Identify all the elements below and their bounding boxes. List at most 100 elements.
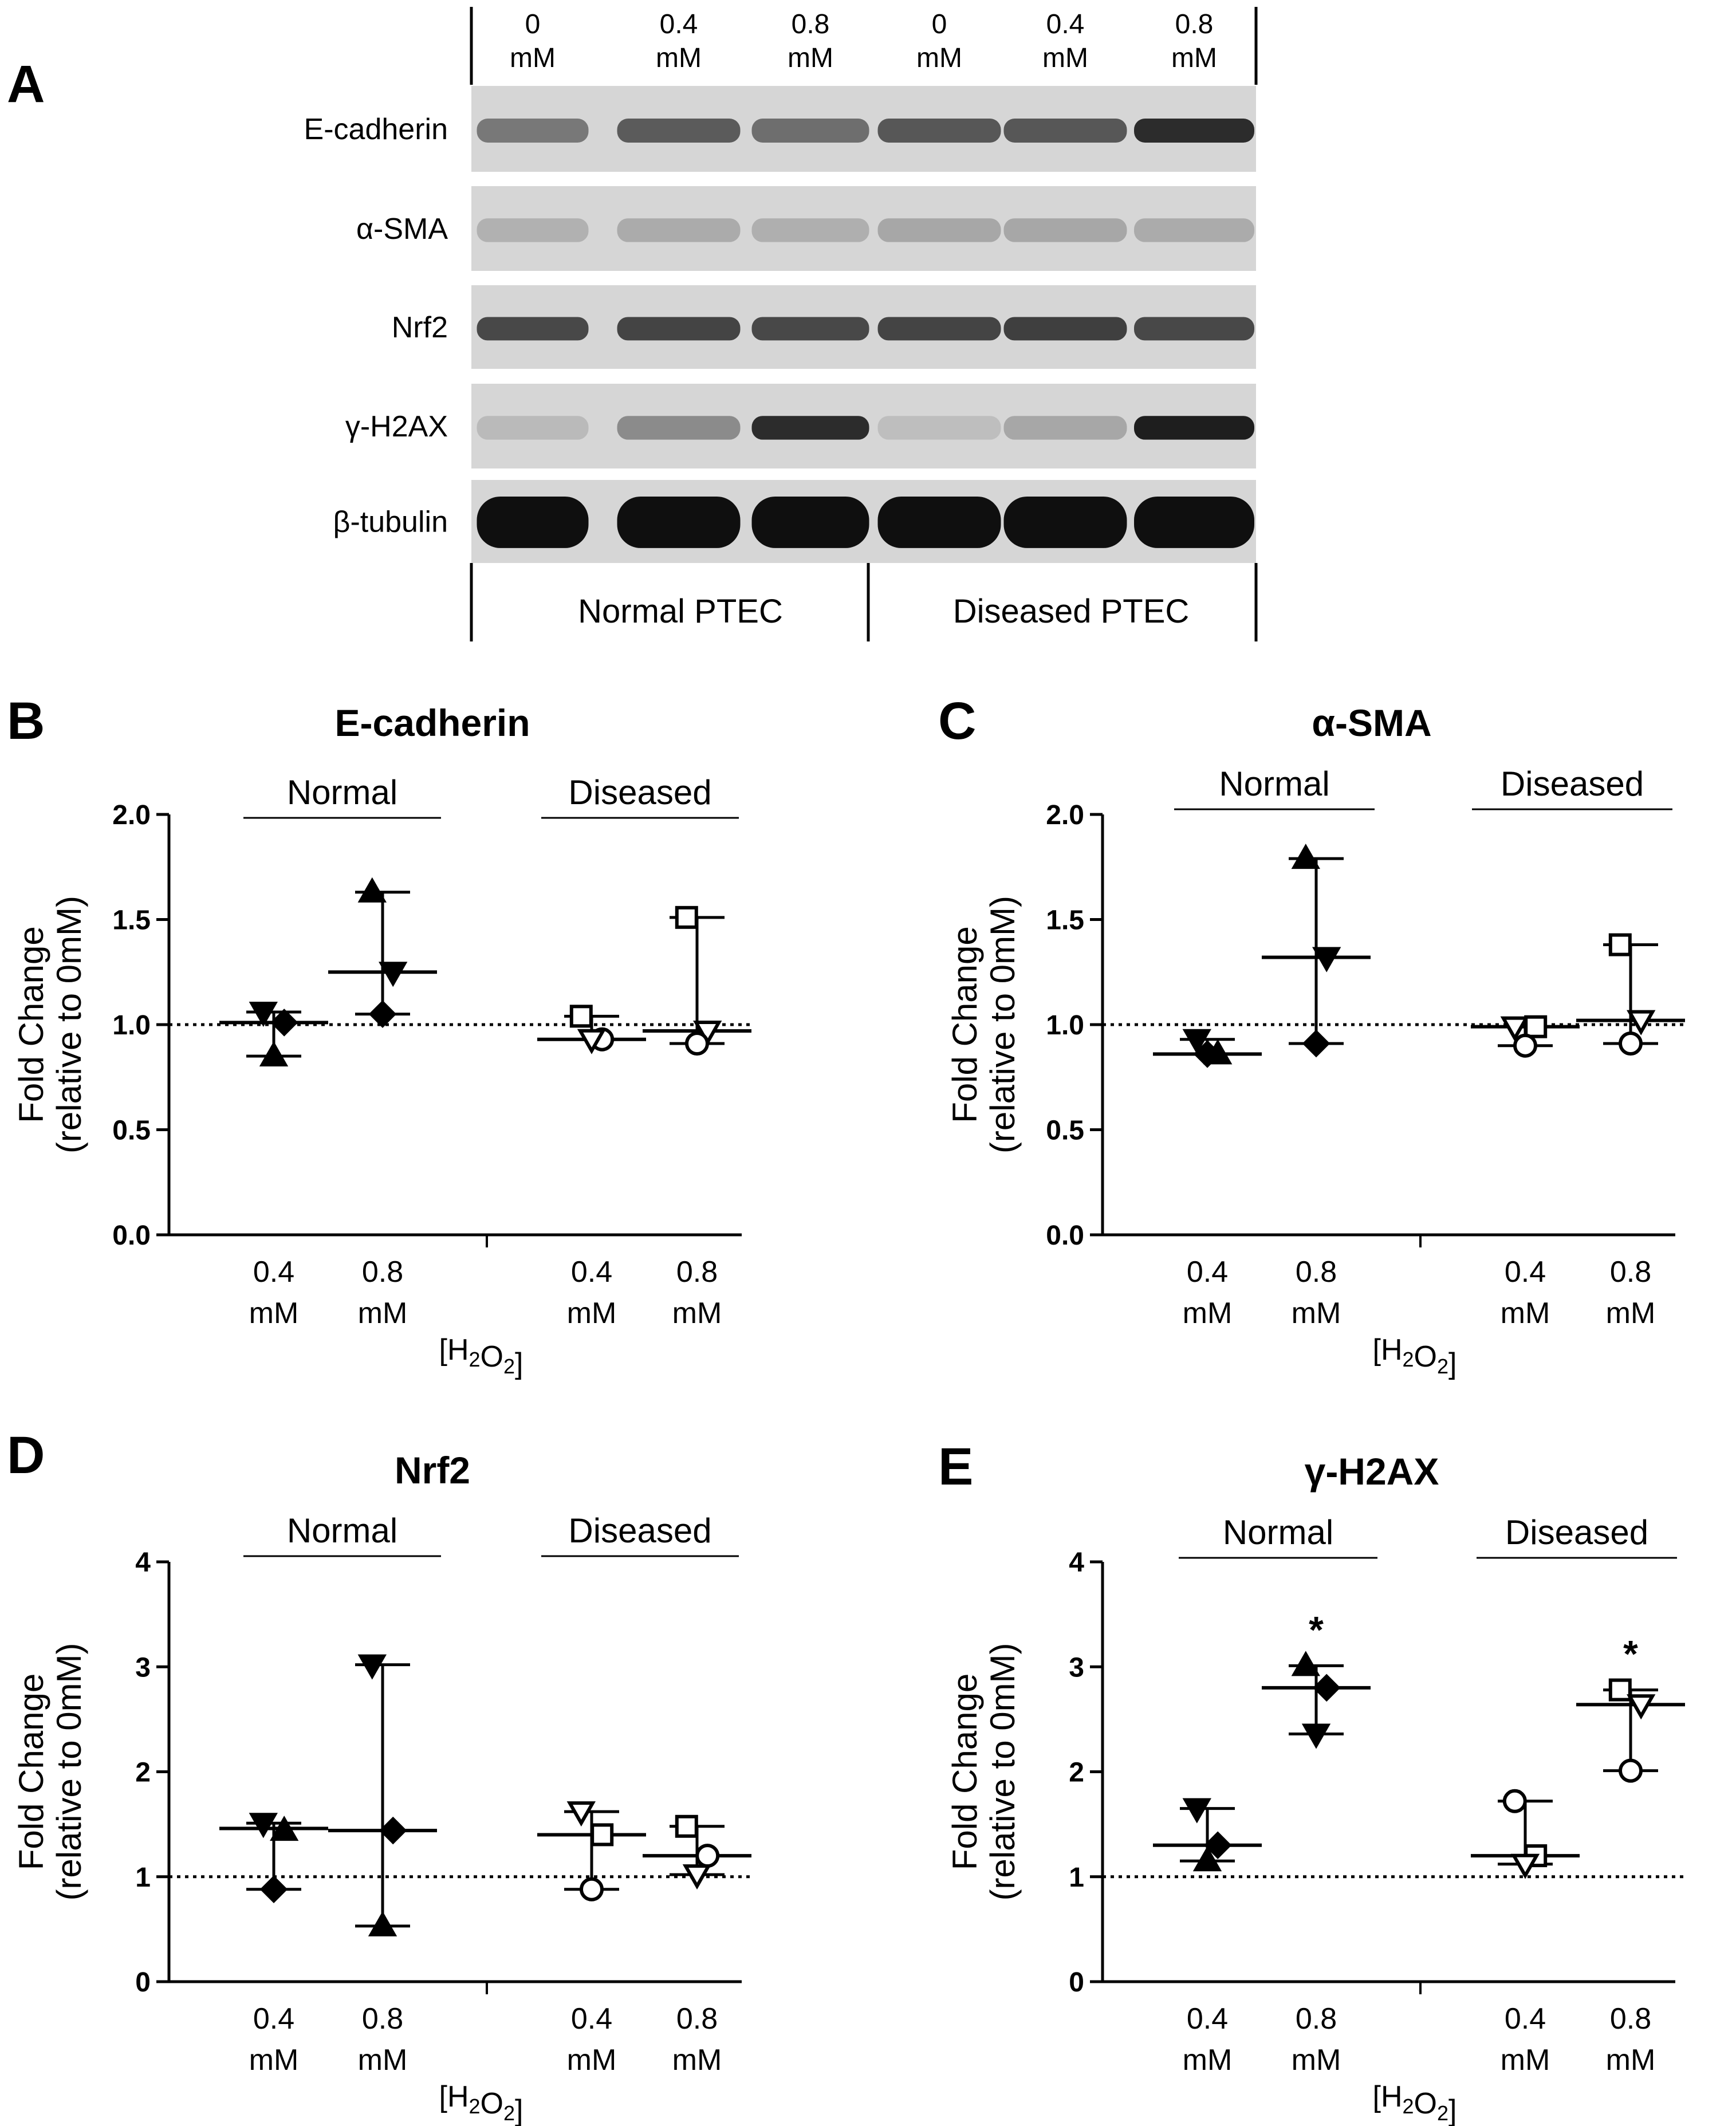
blot-band — [617, 119, 741, 143]
x-axis-label: [H2O2] — [1373, 1333, 1457, 1380]
marker-triangle-down — [1627, 1694, 1656, 1720]
x-axis-label: [H2O2] — [1373, 2080, 1457, 2126]
marker-diamond — [1302, 1029, 1330, 1058]
x-tick-label-value: 0.8 — [362, 1255, 403, 1289]
marker-diamond — [1312, 1674, 1341, 1702]
x-tick-label-unit: mM — [567, 2044, 617, 2077]
blot-band — [877, 218, 1001, 242]
marker-square — [1608, 933, 1632, 956]
x-tick-label-unit: mM — [672, 1297, 722, 1330]
x-tick-label-unit: mM — [1501, 1297, 1550, 1330]
y-tick-label: 0.5 — [1046, 1116, 1084, 1146]
y-tick-label: 0.5 — [112, 1116, 151, 1146]
x-tick-label-value: 0.8 — [676, 2002, 718, 2036]
marker-circle — [580, 1877, 604, 1901]
marker-triangle-down — [249, 1813, 278, 1838]
marker-circle — [1619, 1031, 1643, 1056]
x-tick-label-value: 0.4 — [1505, 1255, 1546, 1289]
marker-square — [569, 1005, 593, 1028]
blot-band — [877, 317, 1001, 341]
blot-band — [617, 317, 741, 341]
blot-band — [477, 119, 589, 143]
y-tick-label: 1.0 — [1046, 1010, 1084, 1041]
panel-c-asma-chart: C α-SMA Normal Diseased 0.0 0.5 1.0 1.5 2.0 Fold… — [938, 692, 1687, 1380]
x-tick-label-value: 0.8 — [1296, 2002, 1337, 2036]
marker-square — [675, 1814, 698, 1838]
blot-band — [751, 119, 869, 143]
panel-label-b: B — [7, 692, 45, 750]
blot-band — [1134, 416, 1254, 440]
blot-band — [1003, 218, 1127, 242]
y-tick-label: 0 — [135, 1967, 151, 1998]
group-label: Diseased — [1505, 1513, 1648, 1552]
marker-square — [1608, 1678, 1632, 1702]
significance-asterisk: * — [1623, 1633, 1638, 1675]
x-tick-label-value: 0.4 — [253, 1255, 294, 1289]
blot-row-label: β-tubulin — [333, 506, 448, 539]
blot-band — [617, 416, 741, 440]
blot-band — [877, 497, 1001, 548]
marker-triangle-down — [577, 1029, 607, 1054]
y-tick-label: 2.0 — [112, 800, 151, 830]
x-tick-label-value: 0.4 — [571, 2002, 612, 2036]
blot-band — [1003, 416, 1127, 440]
y-tick-label: 4 — [135, 1548, 151, 1578]
marker-triangle-down — [379, 962, 408, 987]
blot-band — [1134, 497, 1254, 548]
marker-triangle-down — [1627, 1010, 1656, 1036]
x-tick-label-value: 0.8 — [1610, 1255, 1651, 1289]
x-tick-label-unit: mM — [1183, 1297, 1233, 1330]
lane-header-unit: mM — [1171, 43, 1217, 73]
group-label: Diseased — [1501, 765, 1644, 803]
y-axis-label-line2: (relative to 0mM) — [983, 896, 1022, 1153]
marker-diamond — [368, 1000, 397, 1028]
blot-row-label: E-cadherin — [304, 113, 448, 146]
x-tick-label-value: 0.8 — [1610, 2002, 1651, 2036]
marker-triangle-down — [357, 1654, 387, 1680]
y-tick-label: 4 — [1069, 1548, 1084, 1578]
y-tick-label: 1 — [1069, 1863, 1084, 1893]
y-tick-label: 3 — [1069, 1652, 1084, 1683]
marker-diamond — [259, 1875, 288, 1903]
x-tick-label-unit: mM — [1501, 2044, 1550, 2077]
blot-band — [877, 119, 1001, 143]
blot-band — [1134, 317, 1254, 341]
marker-diamond — [379, 1816, 407, 1845]
marker-triangle-down — [1301, 1723, 1331, 1749]
x-tick-label-unit: mM — [672, 2044, 722, 2077]
marker-triangle-up — [1192, 1846, 1222, 1872]
x-tick-label-unit: mM — [249, 2044, 299, 2077]
x-tick-label-unit: mM — [1183, 2044, 1233, 2077]
chart-title: Nrf2 — [395, 1449, 470, 1491]
marker-circle — [685, 1031, 709, 1056]
marker-circle — [695, 1844, 720, 1868]
marker-triangle-down — [693, 1021, 722, 1046]
marker-triangle-up — [259, 1041, 289, 1067]
marker-diamond — [1203, 1831, 1232, 1860]
y-tick-label: 3 — [135, 1652, 151, 1683]
marker-square — [675, 905, 698, 929]
x-tick-label-value: 0.8 — [676, 1255, 718, 1289]
blot-row-label: γ-H2AX — [345, 410, 448, 443]
x-tick-label-unit: mM — [567, 1297, 617, 1330]
y-tick-label: 1 — [135, 1863, 151, 1893]
blot-band — [1003, 497, 1127, 548]
y-tick-label: 2.0 — [1046, 800, 1084, 830]
marker-triangle-up — [357, 877, 387, 903]
group-label: Diseased — [568, 773, 711, 812]
marker-circle — [1502, 1789, 1527, 1813]
blot-row-label: α-SMA — [356, 212, 448, 246]
group-label: Normal — [287, 773, 397, 812]
group-label: Normal — [287, 1511, 397, 1550]
x-axis-label: [H2O2] — [439, 1333, 523, 1380]
y-axis-label-line1: Fold Change — [946, 926, 984, 1123]
significance-asterisk: * — [1309, 1608, 1324, 1651]
x-tick-label-unit: mM — [1292, 1297, 1341, 1330]
x-axis-label: [H2O2] — [439, 2080, 523, 2126]
blot-band — [751, 218, 869, 242]
blot-row-label: Nrf2 — [392, 311, 448, 344]
x-tick-label-value: 0.4 — [253, 2002, 294, 2036]
lane-header-value: 0 — [932, 9, 947, 40]
